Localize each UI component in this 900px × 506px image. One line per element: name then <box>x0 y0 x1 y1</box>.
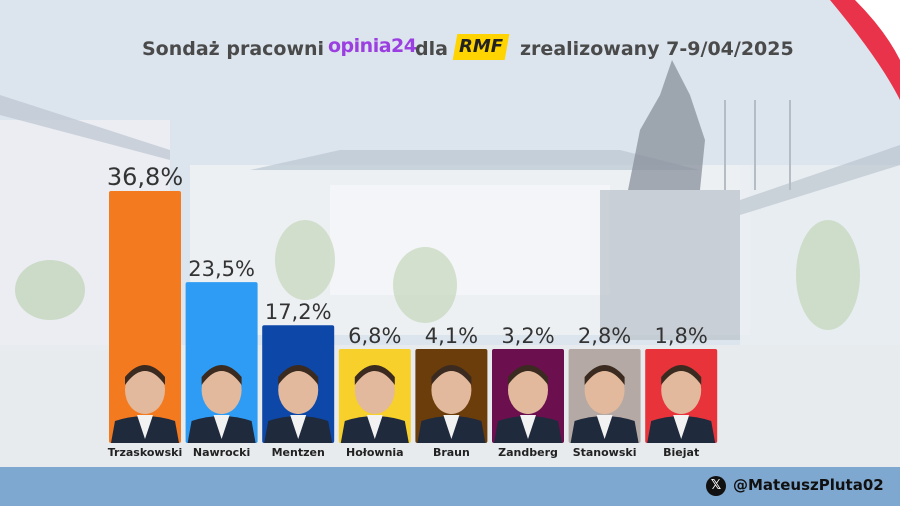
data-label: 4,1% <box>425 324 478 348</box>
candidate-face <box>584 366 625 414</box>
candidate-photo <box>187 365 256 443</box>
candidate-photo <box>340 365 409 443</box>
candidate-shirt <box>366 415 383 439</box>
data-label: 3,2% <box>501 324 554 348</box>
candidate-face <box>278 366 319 414</box>
polish-flag-white-stripe <box>855 0 900 60</box>
bar-group: 1,8% Biejat <box>645 324 718 459</box>
data-label: 36,8% <box>107 163 183 191</box>
roof-right <box>740 145 900 215</box>
candidate-photo <box>570 365 639 443</box>
pollster-logo: opinia24 <box>328 35 417 57</box>
candidate-hair <box>661 365 702 385</box>
bar-group: 17,2% Mentzen <box>262 300 335 459</box>
category-label: Trzaskowski <box>108 446 182 459</box>
tree-left <box>15 260 85 320</box>
candidate-hair <box>584 365 625 385</box>
header: Sondaż pracowni opinia24 dla RMF zrealiz… <box>0 30 900 70</box>
data-label: 1,8% <box>655 324 708 348</box>
bar-group: 6,8% Hołownia <box>338 324 411 459</box>
monument-pedestal <box>600 190 740 340</box>
candidate-face <box>431 366 472 414</box>
candidate-face <box>354 366 395 414</box>
data-label: 17,2% <box>265 300 332 324</box>
header-suffix: zrealizowany 7-9/04/2025 <box>520 38 794 60</box>
candidate-photo <box>647 365 716 443</box>
bar <box>185 282 258 443</box>
data-label: 23,5% <box>188 257 255 281</box>
candidate-face <box>201 366 242 414</box>
candidate-hair <box>125 365 165 385</box>
bar-group: 3,2% Zandberg <box>492 324 564 459</box>
author-handle: @MateuszPluta02 <box>733 476 884 494</box>
candidate-shirt <box>137 415 153 439</box>
candidate-photo <box>264 365 333 443</box>
category-label: Mentzen <box>272 446 325 459</box>
header-prefix: Sondaż pracowni <box>142 38 325 60</box>
candidate-hair <box>354 365 395 385</box>
roof-left <box>0 95 170 160</box>
candidate-shirt <box>596 415 613 439</box>
category-label: Nawrocki <box>193 446 250 459</box>
palace-roof <box>250 150 700 170</box>
palace-facade <box>330 185 610 295</box>
x-logo-icon: 𝕏 <box>706 476 726 496</box>
category-label: Hołownia <box>346 446 404 459</box>
category-label: Braun <box>433 446 470 459</box>
data-label: 2,8% <box>578 324 631 348</box>
candidate-shirt <box>290 415 307 439</box>
candidate-photo <box>111 365 179 443</box>
tree-center <box>393 247 457 323</box>
candidate-face <box>661 366 702 414</box>
candidate-face <box>125 366 165 414</box>
bar-group: 2,8% Stanowski <box>568 324 641 459</box>
footer-bar: 𝕏 @MateuszPluta02 <box>0 467 900 506</box>
candidate-shirt <box>520 415 536 439</box>
candidate-shirt <box>443 415 460 439</box>
tree-center-left <box>275 220 335 300</box>
equestrian-statue <box>628 60 705 190</box>
candidate-face <box>508 366 548 414</box>
bar-group: 23,5% Nawrocki <box>185 257 258 459</box>
tree-right <box>796 220 860 330</box>
data-label: 6,8% <box>348 324 401 348</box>
candidate-hair <box>508 365 548 385</box>
bar-group: 36,8% Trzaskowski <box>107 163 183 459</box>
candidate-shirt <box>213 415 230 439</box>
candidate-hair <box>278 365 319 385</box>
bar-group: 4,1% Braun <box>415 324 488 459</box>
candidate-hair <box>201 365 242 385</box>
header-connector: dla <box>415 38 448 60</box>
candidate-shirt <box>673 415 690 439</box>
category-label: Stanowski <box>573 446 637 459</box>
candidate-hair <box>431 365 472 385</box>
category-label: Biejat <box>663 446 699 459</box>
category-label: Zandberg <box>498 446 558 459</box>
candidate-photo <box>494 365 562 443</box>
candidate-photo <box>417 365 486 443</box>
